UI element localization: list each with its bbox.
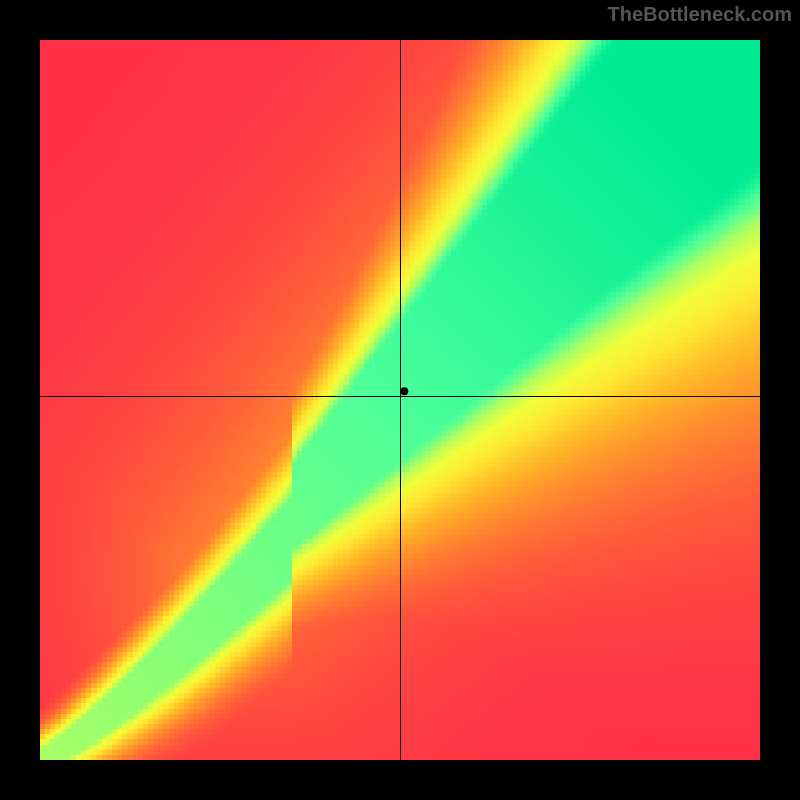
bottleneck-heatmap: [0, 0, 800, 800]
chart-stage: TheBottleneck.com: [0, 0, 800, 800]
attribution-label: TheBottleneck.com: [608, 4, 792, 27]
